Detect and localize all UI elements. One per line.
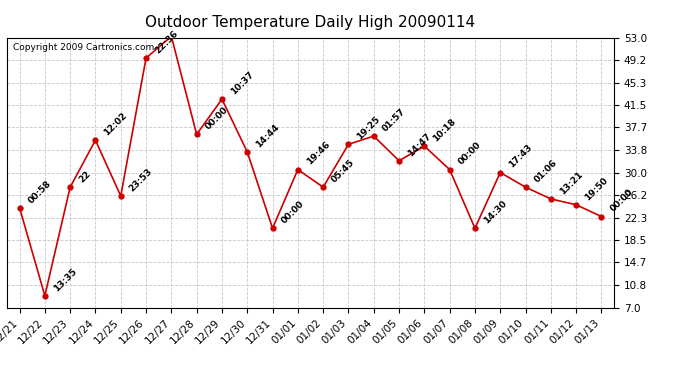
Text: 14:44: 14:44	[254, 122, 281, 149]
Text: 17:43: 17:43	[507, 143, 534, 170]
Text: 14:30: 14:30	[482, 199, 509, 225]
Text: 00:00: 00:00	[609, 188, 635, 214]
Text: 01:57: 01:57	[381, 107, 407, 134]
Text: 05:45: 05:45	[330, 158, 357, 184]
Text: 23:53: 23:53	[128, 166, 155, 193]
Text: 19:46: 19:46	[305, 140, 332, 167]
Text: 12:02: 12:02	[102, 111, 129, 138]
Text: 13:35: 13:35	[52, 266, 79, 293]
Text: 10:37: 10:37	[229, 70, 255, 96]
Text: 01:06: 01:06	[533, 158, 559, 184]
Text: 00:00: 00:00	[457, 141, 483, 167]
Text: 19:25: 19:25	[355, 115, 382, 141]
Text: 00:00: 00:00	[204, 105, 230, 132]
Text: Copyright 2009 Cartronics.com: Copyright 2009 Cartronics.com	[13, 43, 155, 52]
Text: 00:00: 00:00	[279, 199, 306, 225]
Text: 13:21: 13:21	[558, 170, 584, 196]
Text: 19:50: 19:50	[583, 176, 610, 202]
Text: 14:47: 14:47	[406, 131, 433, 158]
Text: Outdoor Temperature Daily High 20090114: Outdoor Temperature Daily High 20090114	[146, 15, 475, 30]
Text: 22: 22	[77, 169, 92, 184]
Text: 10:18: 10:18	[431, 117, 457, 143]
Text: 02:46: 02:46	[0, 374, 1, 375]
Text: 22:36: 22:36	[153, 28, 179, 55]
Text: 00:58: 00:58	[26, 178, 53, 205]
